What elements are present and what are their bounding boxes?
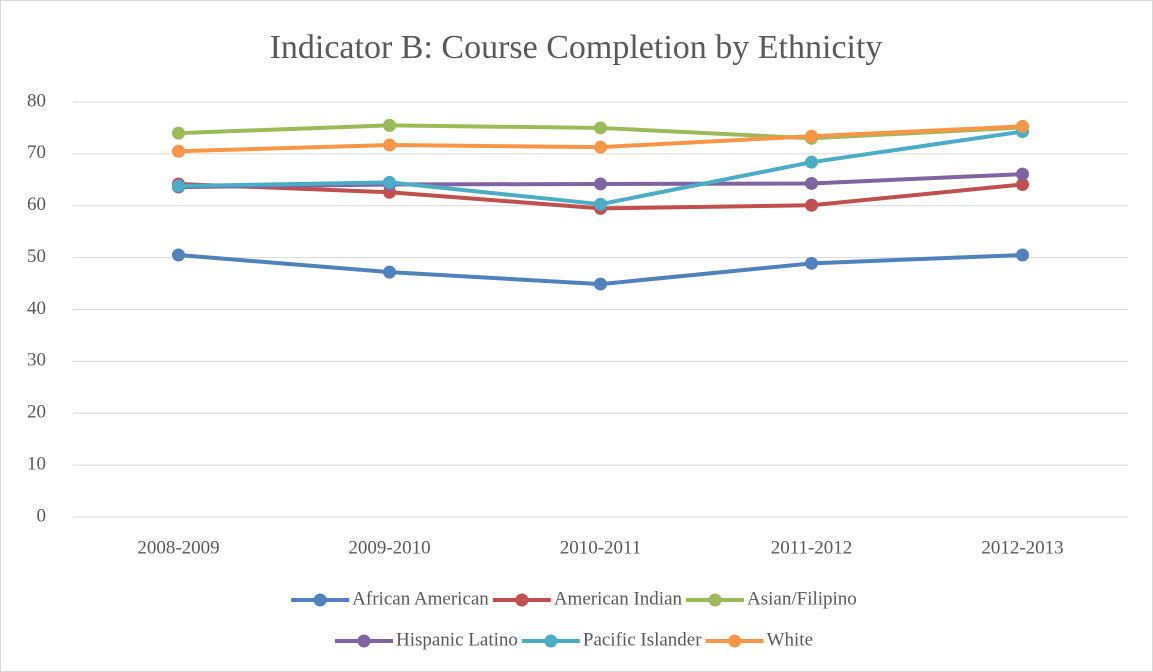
legend-row: African American American Indian Asian/Fil… bbox=[291, 588, 857, 609]
data-point bbox=[1016, 248, 1029, 262]
legend-label: White bbox=[767, 629, 813, 650]
data-point bbox=[805, 198, 818, 212]
y-tick-label: 10 bbox=[27, 453, 46, 474]
x-tick-label: 2010-2011 bbox=[560, 537, 642, 558]
x-tick-label: 2008-2009 bbox=[137, 537, 219, 558]
data-point bbox=[383, 175, 396, 189]
data-point bbox=[805, 256, 818, 270]
legend-label: American Indian bbox=[554, 588, 683, 609]
data-point bbox=[594, 121, 607, 135]
y-tick-label: 40 bbox=[27, 298, 46, 319]
legend-label: Pacific Islander bbox=[583, 629, 702, 650]
data-point bbox=[172, 248, 185, 262]
x-tick-label: 2009-2010 bbox=[348, 537, 430, 558]
y-tick-label: 80 bbox=[27, 90, 46, 111]
data-point bbox=[805, 129, 818, 143]
legend-marker bbox=[313, 593, 327, 607]
chart-title: Indicator B: Course Completion by Ethnic… bbox=[270, 29, 883, 66]
y-tick-label: 70 bbox=[27, 142, 46, 163]
data-point bbox=[1016, 167, 1029, 181]
legend-label: Hispanic Latino bbox=[396, 629, 518, 650]
legend-label: Asian/Filipino bbox=[747, 588, 857, 609]
data-point bbox=[383, 118, 396, 132]
y-tick-label: 30 bbox=[27, 350, 46, 371]
data-point bbox=[805, 176, 818, 190]
data-point bbox=[594, 197, 607, 211]
y-tick-label: 60 bbox=[27, 194, 46, 215]
legend-marker bbox=[515, 593, 529, 607]
data-point bbox=[383, 138, 396, 152]
data-point bbox=[1016, 119, 1029, 133]
y-tick-label: 0 bbox=[37, 505, 47, 526]
legend-row: Hispanic Latino Pacific Islander White bbox=[334, 629, 813, 650]
data-point bbox=[172, 179, 185, 193]
data-point bbox=[594, 140, 607, 154]
x-tick-label: 2011-2012 bbox=[771, 537, 853, 558]
legend-marker bbox=[728, 634, 742, 648]
legend-marker bbox=[544, 634, 558, 648]
legend-marker bbox=[357, 634, 371, 648]
legend-marker bbox=[708, 593, 722, 607]
data-point bbox=[383, 265, 396, 279]
data-point bbox=[805, 155, 818, 169]
data-point bbox=[594, 277, 607, 291]
legend-label: African American bbox=[352, 588, 489, 609]
data-point bbox=[172, 144, 185, 158]
y-tick-label: 50 bbox=[27, 246, 46, 267]
data-point bbox=[172, 126, 185, 140]
y-tick-label: 20 bbox=[27, 402, 46, 423]
data-point bbox=[1016, 177, 1029, 191]
data-point bbox=[594, 177, 607, 191]
x-tick-label: 2012-2013 bbox=[981, 537, 1063, 558]
